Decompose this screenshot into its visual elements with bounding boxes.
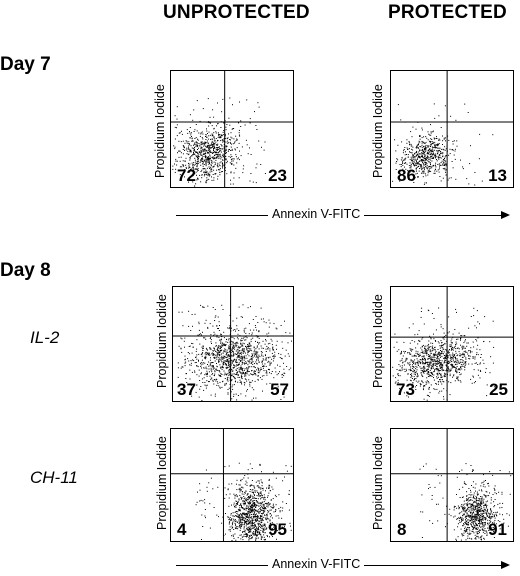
y-axis-label: Propidium Iodide <box>371 84 385 178</box>
x-axis-label: Annexin V-FITC <box>268 207 365 221</box>
il2-label: IL-2 <box>30 328 60 347</box>
scatter-plot <box>171 71 293 187</box>
ch11-label: CH-11 <box>30 468 78 487</box>
column-header-protected: PROTECTED <box>388 2 507 23</box>
scatter-plot <box>391 287 513 401</box>
event-dots <box>392 307 495 401</box>
scatter-plot <box>391 429 513 541</box>
flow-panel-il2-protected: 73 25 <box>390 286 514 402</box>
quadrant-lower-right-value: 25 <box>489 380 508 399</box>
quadrant-lower-left-value: 73 <box>396 380 415 399</box>
quadrant-lower-left-value: 86 <box>397 166 416 185</box>
quadrant-lower-right-value: 13 <box>488 166 507 185</box>
arrow-right-icon <box>501 211 510 219</box>
quadrant-lower-right-value: 57 <box>270 380 289 399</box>
y-axis-label: Propidium Iodide <box>371 436 385 530</box>
scatter-plot <box>173 287 293 401</box>
day7-label: Day 7 <box>0 54 51 75</box>
y-axis-label: Propidium Iodide <box>371 294 385 388</box>
event-dots <box>177 304 292 401</box>
column-header-unprotected: UNPROTECTED <box>163 2 310 23</box>
x-axis-day8: Annexin V-FITC <box>176 557 510 573</box>
y-axis-label: Propidium Iodide <box>155 294 169 388</box>
quadrant-lower-left-value: 37 <box>177 380 196 399</box>
scatter-plot <box>391 71 513 187</box>
flow-panel-day7-unprotected: 72 23 <box>170 70 294 188</box>
flow-panel-il2-unprotected: 37 57 <box>172 286 294 402</box>
arrow-right-icon <box>501 561 510 569</box>
flow-panel-ch11-protected: 8 91 <box>390 428 514 542</box>
event-dots <box>392 103 494 186</box>
scatter-plot <box>171 429 293 541</box>
event-dots <box>419 463 513 541</box>
day8-label: Day 8 <box>0 260 51 281</box>
y-axis-label: Propidium Iodide <box>153 84 167 178</box>
quadrant-lower-right-value: 95 <box>268 520 287 539</box>
flow-panel-ch11-unprotected: 4 95 <box>170 428 294 542</box>
event-dots <box>172 97 266 187</box>
quadrant-lower-left-value: 72 <box>177 166 196 185</box>
flow-panel-day7-protected: 86 13 <box>390 70 514 188</box>
quadrant-lower-right-value: 91 <box>488 520 507 539</box>
x-axis-day7: Annexin V-FITC <box>176 207 510 223</box>
event-dots <box>195 462 292 541</box>
quadrant-lower-left-value: 8 <box>397 520 407 539</box>
quadrant-lower-left-value: 4 <box>177 520 187 539</box>
y-axis-label: Propidium Iodide <box>155 436 169 530</box>
quadrant-lower-right-value: 23 <box>268 166 287 185</box>
x-axis-label: Annexin V-FITC <box>268 557 365 571</box>
